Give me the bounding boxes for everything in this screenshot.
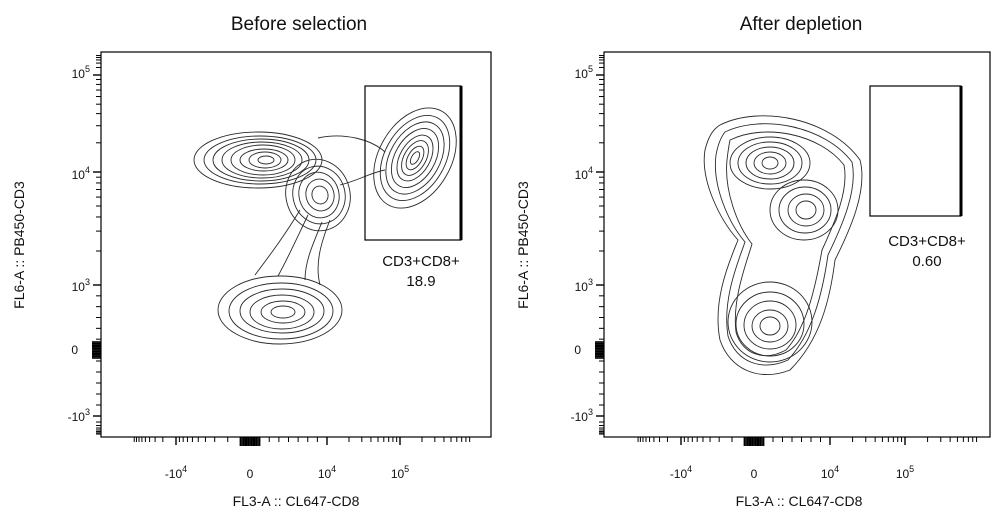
panel-title: After depletion (740, 14, 863, 35)
y-tick-marks (595, 55, 604, 435)
x-tick-label-neg1e4: -104 (670, 464, 692, 481)
x-axis: -104 0 104 105 (637, 437, 978, 481)
x-axis-label: FL3-A :: CL647-CD8 (233, 493, 360, 509)
gate-value-label: 18.9 (406, 273, 435, 290)
y-axis-label: FL6-A :: PB450-CD3 (11, 181, 27, 309)
panel-before-selection: Before selection (11, 14, 492, 509)
y-tick-label-1e3: 103 (72, 277, 90, 294)
plot-frame (100, 51, 492, 438)
contour-outer-envelope (703, 115, 863, 375)
x-axis-label: FL3-A :: CL647-CD8 (736, 493, 863, 509)
y-tick-marks (92, 55, 101, 435)
y-tick-label-1e4: 104 (72, 165, 90, 182)
y-tick-label-1e5: 105 (575, 64, 593, 81)
y-tick-label-0: 0 (574, 343, 581, 357)
y-tick-label-0: 0 (71, 343, 78, 357)
gate-rectangle (364, 85, 462, 241)
y-axis-label: FL6-A :: PB450-CD3 (515, 181, 531, 309)
gate-name-label: CD3+CD8+ (888, 233, 966, 250)
contour-lines (193, 107, 457, 345)
y-tick-label-1e3: 103 (575, 277, 593, 294)
x-tick-label-1e4: 104 (318, 464, 336, 481)
x-tick-label-1e5: 105 (391, 464, 409, 481)
y-tick-label-neg1e3: -103 (68, 407, 90, 424)
contour-population-mid (285, 158, 351, 232)
gate-name-label: CD3+CD8+ (382, 253, 460, 270)
contour-population-lower (217, 275, 343, 345)
panel-after-depletion: After depletion (515, 14, 991, 509)
plot-frame (603, 51, 991, 438)
y-axis: 105 104 103 0 -103 (571, 55, 604, 435)
contour-population-lower (727, 281, 813, 363)
contour-population-mid (769, 179, 839, 241)
contour-connector (254, 209, 331, 286)
x-tick-label-neg1e4: -104 (165, 464, 187, 481)
y-tick-label-neg1e3: -103 (571, 407, 593, 424)
contour-bridge (317, 135, 386, 186)
contour-population-upper-left (729, 136, 811, 190)
x-tick-label-1e4: 104 (821, 464, 839, 481)
x-tick-label-0: 0 (751, 467, 758, 481)
y-axis: 105 104 103 0 -103 (68, 55, 101, 435)
gate-value-label: 0.60 (912, 253, 941, 270)
contour-population-cd3-cd8 (373, 107, 457, 209)
y-tick-label-1e5: 105 (72, 64, 90, 81)
contour-lines (703, 115, 863, 375)
y-tick-label-1e4: 104 (575, 165, 593, 182)
x-tick-label-1e5: 105 (896, 464, 914, 481)
x-tick-marks (637, 437, 978, 446)
x-axis: -104 0 104 105 (133, 437, 471, 481)
x-tick-marks (133, 437, 471, 446)
panel-title: Before selection (231, 14, 367, 35)
x-tick-label-0: 0 (247, 467, 254, 481)
gate-rectangle (869, 85, 962, 217)
